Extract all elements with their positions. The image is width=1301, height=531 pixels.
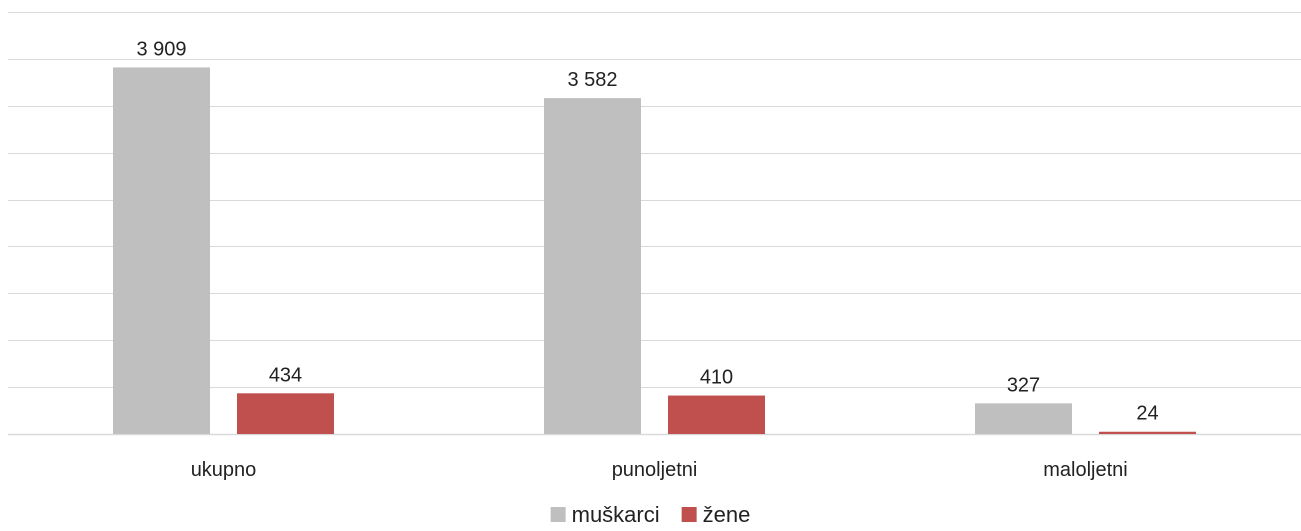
category-label-punoljetni: punoljetni bbox=[612, 459, 698, 481]
bar--ene-maloljetni bbox=[1099, 431, 1196, 434]
bar--ene-punoljetni bbox=[668, 395, 765, 434]
data-label: 434 bbox=[269, 364, 302, 386]
legend-swatch--ene bbox=[681, 507, 697, 522]
gridlines bbox=[8, 12, 1301, 436]
bar--ene-ukupno bbox=[237, 393, 334, 434]
category-labels-group: ukupno punoljetni maloljetni bbox=[191, 459, 1128, 481]
bar-mu-karci-ukupno bbox=[113, 67, 210, 434]
data-label: 327 bbox=[1007, 374, 1040, 396]
category-label-maloljetni: maloljetni bbox=[1043, 459, 1127, 481]
bar-mu-karci-punoljetni bbox=[544, 98, 641, 434]
data-labels-group: 3 909 434 3 582 410 327 24 bbox=[136, 38, 1158, 424]
data-label: 24 bbox=[1136, 403, 1158, 425]
bar-mu-karci-maloljetni bbox=[975, 403, 1072, 434]
legend-swatch-mu-karci bbox=[550, 507, 566, 522]
data-label: 410 bbox=[700, 367, 733, 389]
data-label: 3 582 bbox=[567, 69, 617, 91]
data-label: 3 909 bbox=[136, 38, 186, 60]
category-label-ukupno: ukupno bbox=[191, 459, 257, 481]
legend-label: žene bbox=[703, 502, 751, 527]
bars-group bbox=[113, 67, 1196, 434]
legend: muškarci žene bbox=[550, 502, 751, 527]
legend-label: muškarci bbox=[572, 502, 660, 527]
